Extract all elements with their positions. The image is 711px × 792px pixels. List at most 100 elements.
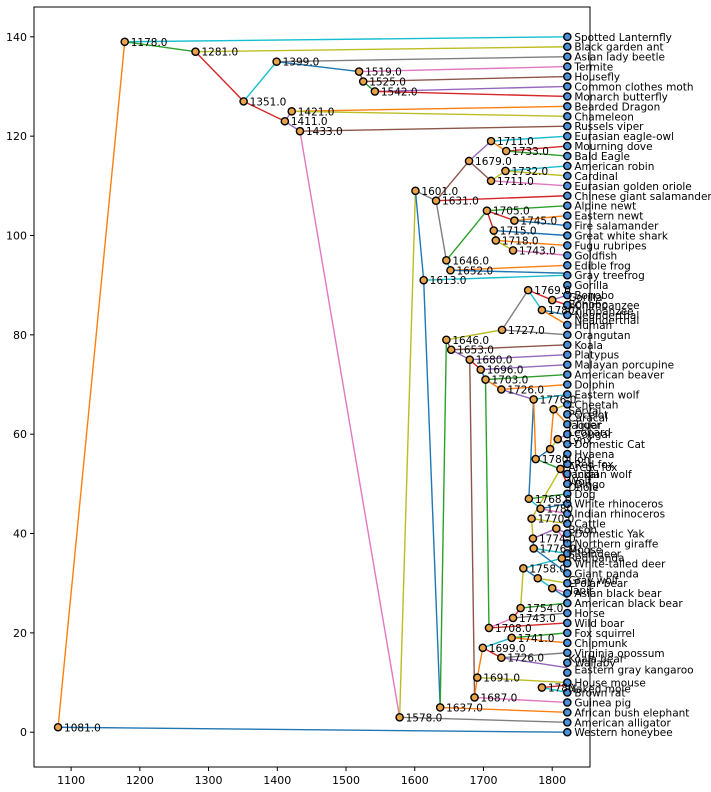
node-label: 1653.0 [457, 345, 494, 357]
leaf-label: American black bear [574, 598, 683, 610]
node-label: 1768.0 [535, 494, 572, 506]
node-label: 1421.0 [298, 106, 335, 118]
node-label: 1699.0 [489, 643, 526, 655]
leaf-label: Goldfish [574, 250, 617, 262]
tree-edge [482, 637, 512, 649]
leaf-label-overlap: Arctic fox [568, 462, 617, 474]
node-label: 1715.0 [500, 226, 537, 238]
internal-node [507, 633, 516, 643]
internal-node [557, 554, 567, 563]
tree-edge [486, 204, 568, 212]
leaf-label: Cardinal [574, 171, 618, 183]
node-label: 1733.0 [512, 146, 549, 158]
node-label: 1780 [547, 504, 574, 516]
tree-edge [519, 568, 525, 609]
tree-edge [488, 622, 568, 629]
node-label: 1525.0 [369, 77, 406, 89]
leaf-label: Edible frog [574, 260, 630, 272]
x-tick-label: 1700 [469, 774, 497, 787]
internal-node [435, 703, 445, 712]
node-label: 1780 [542, 454, 569, 466]
tree-edge [436, 195, 568, 202]
tree-edge [435, 160, 470, 202]
x-tick-label: 1100 [57, 774, 85, 787]
leaf-node [563, 559, 572, 568]
internal-node [53, 722, 63, 732]
node-label: 1613.0 [430, 275, 467, 287]
leaf-label-overlap: Serval [568, 405, 601, 417]
tree-edge [480, 363, 568, 371]
leaf-label: Domestic Cat [574, 439, 645, 451]
tree-edge [435, 200, 448, 261]
node-label: 1743.0 [519, 245, 556, 257]
leaf-label: Gray treefrog [574, 270, 644, 282]
leaf-node [563, 439, 572, 449]
tree-edge [490, 180, 568, 187]
internal-node [481, 375, 490, 384]
node-label: 1687.0 [481, 692, 518, 704]
node-label: 1711.0 [497, 176, 534, 188]
leaf-label: Russels viper [574, 121, 644, 133]
leaf-label: Monarch butterfly [574, 91, 668, 103]
tree-edge [485, 373, 568, 381]
internal-node [120, 37, 130, 47]
tree-edge [451, 344, 568, 351]
leaf-label: Polar bear [574, 578, 628, 590]
leaf-label-overlap: Lion [568, 454, 590, 466]
tree-edge [468, 140, 492, 162]
leaf-label-overlap: Jackal [567, 469, 599, 481]
node-label: 1743.0 [519, 613, 556, 625]
leaf-label: Western honeybee [574, 727, 672, 739]
tree-edge [374, 85, 568, 93]
node-label: 1726.0 [507, 384, 544, 396]
tree-edge [450, 269, 568, 274]
leaf-label: American alligator [574, 717, 671, 729]
tree-edge [299, 125, 568, 132]
node-label: 1601.0 [421, 186, 458, 198]
node-label: 1776.0 [540, 543, 577, 555]
internal-node [442, 335, 451, 345]
leaf-label: Dolphin [574, 380, 614, 392]
leaf-label-overlap: Gray wolf [568, 575, 618, 587]
tree-edge [533, 547, 568, 555]
leaf-label: Eastern gray kangaroo [574, 665, 693, 677]
tree-edge [276, 55, 568, 63]
tree-edge [523, 557, 562, 569]
node-label: 1542.0 [381, 86, 418, 98]
leaf-label: Fire salamander [574, 221, 659, 233]
tree-edge [520, 602, 568, 609]
tree-edge [506, 150, 568, 157]
leaf-node [563, 688, 572, 697]
leaf-label-overlap: Gorilla [568, 292, 602, 304]
leaf-node [563, 658, 572, 667]
leaf-node [563, 410, 572, 419]
tree-edge [537, 577, 568, 584]
leaf-label: Bearded Dragon [574, 101, 660, 113]
leaf-node [563, 360, 572, 369]
internal-node [523, 285, 533, 295]
node-label: 1351.0 [250, 96, 287, 108]
tree-edge [514, 214, 568, 222]
leaf-label: Asian black bear [574, 588, 662, 600]
leaf-node [563, 678, 572, 687]
internal-node [442, 256, 451, 265]
leaf-node [563, 121, 572, 131]
tree-edge [477, 676, 568, 684]
internal-node [529, 544, 538, 553]
tree-edge [243, 100, 286, 122]
leaf-label: Cheetah [574, 399, 618, 411]
node-label: 1411.0 [291, 116, 328, 128]
tree-edge [58, 726, 568, 733]
node-label: 1081.0 [64, 722, 101, 734]
leaf-label: Cougar [574, 429, 613, 441]
leaf-label: Koala [574, 340, 603, 352]
node-label: 1754.0 [527, 603, 564, 615]
tree-edge [531, 517, 568, 525]
leaf-label: Dingo [574, 479, 605, 491]
tree-edge [488, 617, 514, 629]
tree-edge [486, 210, 515, 222]
leaf-label: Termite [573, 62, 613, 74]
tree-edge [528, 399, 535, 499]
internal-node [547, 583, 557, 593]
internal-node [545, 444, 555, 454]
